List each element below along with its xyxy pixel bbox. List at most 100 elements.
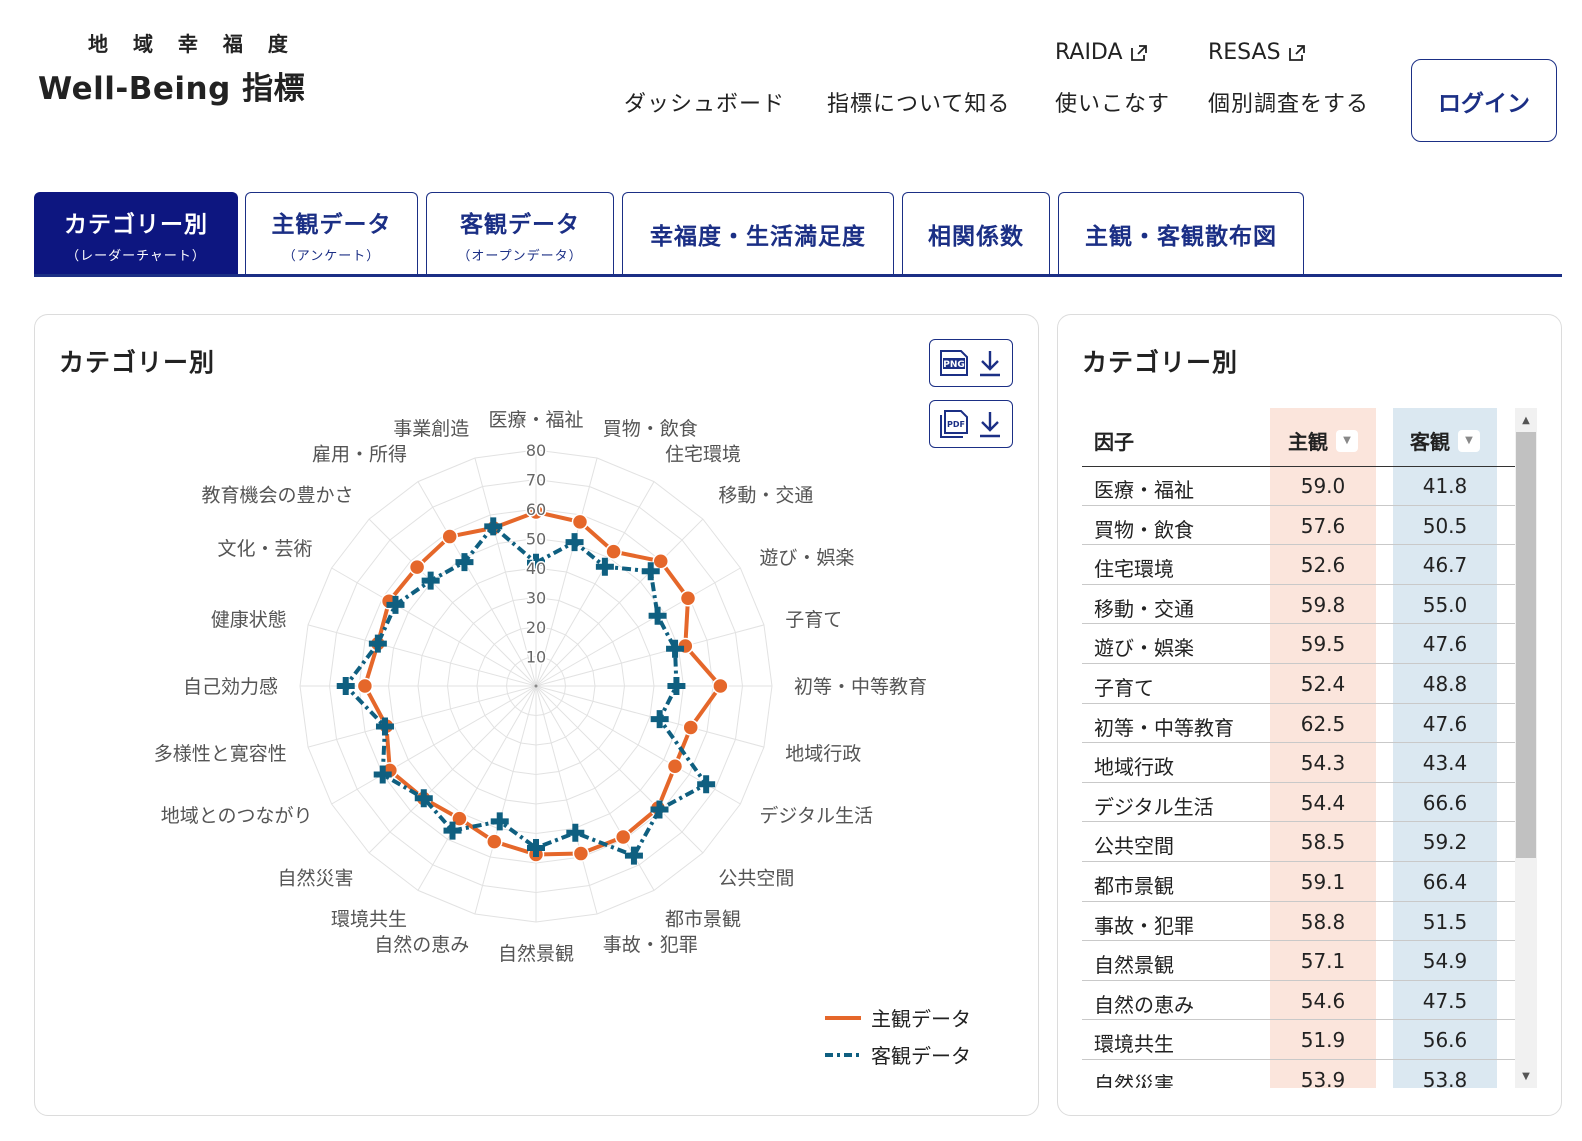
cell-objective: 55.0 (1422, 592, 1468, 617)
cell-factor: 住宅環境 (1094, 557, 1174, 582)
radial-tick-label: 40 (526, 559, 546, 578)
subjective-data-point (451, 810, 468, 827)
table-row: 住宅環境 52.6 46.7 (1082, 545, 1515, 585)
legend-item-subjective[interactable]: 主観データ (825, 1003, 971, 1032)
table-row: 事故・犯罪 58.8 51.5 (1082, 902, 1515, 942)
nav-usage[interactable]: 使いこなす (1055, 92, 1171, 117)
table-row: デジタル生活 54.4 66.6 (1082, 783, 1515, 823)
sort-icon[interactable]: ▼ (1336, 429, 1358, 452)
header-subjective-label: 主観 (1288, 430, 1328, 454)
nav-about-indicators[interactable]: 指標について知る (827, 92, 1011, 117)
radial-tick-label: 80 (526, 441, 546, 460)
header-subjective[interactable]: 主観 ▼ (1270, 426, 1376, 455)
table-row: 買物・飲食 57.6 50.5 (1082, 506, 1515, 546)
tab-correlation[interactable]: 相関係数 (902, 192, 1050, 275)
axis-label: 公共空間 (718, 867, 794, 889)
cell-subjective: 59.5 (1300, 632, 1346, 657)
raida-link[interactable]: RAIDA (1055, 40, 1149, 65)
cell-objective: 48.8 (1422, 672, 1468, 696)
cell-objective: 47.5 (1422, 988, 1468, 1013)
grid-spoke (307, 685, 537, 748)
table-row: 移動・交通 59.8 55.0 (1082, 585, 1515, 625)
objective-data-point (697, 775, 716, 794)
site-logo[interactable]: 地 域 幸 福 度 Well-Being 指標 (38, 28, 305, 108)
tab-label: 幸福度・生活満足度 (650, 224, 866, 250)
download-icon (980, 412, 1000, 438)
legend-label: 客観データ (871, 1044, 971, 1068)
objective-data-point (527, 553, 545, 572)
cell-factor: デジタル生活 (1094, 794, 1214, 819)
tab-subjective-data[interactable]: 主観データ （アンケート） (245, 192, 418, 275)
cell-subjective: 51.9 (1300, 1028, 1346, 1053)
header-objective[interactable]: 客観 ▼ (1393, 426, 1497, 455)
pdf-label: PDF (947, 420, 965, 429)
header-objective-label: 客観 (1410, 430, 1450, 454)
cell-objective: 54.9 (1422, 949, 1468, 974)
tab-scatter-plot[interactable]: 主観・客観散布図 (1058, 192, 1304, 275)
objective-data-point (490, 812, 509, 831)
cell-subjective: 58.8 (1300, 909, 1346, 934)
download-pdf-button[interactable]: PDF (929, 400, 1013, 448)
cell-factor: 都市景観 (1094, 874, 1174, 898)
download-png-button[interactable]: PNG (929, 339, 1013, 387)
cell-factor: 初等・中等教育 (1094, 715, 1234, 740)
grid-spoke (535, 624, 765, 687)
subjective-data-point (572, 845, 590, 862)
tab-happiness-satisfaction[interactable]: 幸福度・生活満足度 (622, 192, 894, 275)
grid-spoke (368, 685, 537, 854)
tab-objective-data[interactable]: 客観データ （オープンデータ） (426, 192, 614, 275)
objective-data-point (368, 634, 387, 653)
radial-tick-label: 70 (526, 471, 546, 490)
category-table[interactable]: 因子 主観 ▼ 客観 ▼ 医療・福祉 59.0 41.8 買物・飲食 57.6 50.5 住… (1082, 408, 1515, 1088)
grid-spoke (535, 481, 655, 687)
table-row: 都市景観 59.1 66.4 (1082, 862, 1515, 902)
login-button[interactable]: ログイン (1411, 59, 1557, 142)
png-file-icon: PNG (940, 350, 968, 376)
grid-spoke (307, 624, 537, 687)
subjective-data-point (679, 589, 697, 607)
cell-factor: 買物・飲食 (1094, 517, 1194, 542)
grid-spoke (535, 685, 704, 854)
axis-label: 多様性と寛容性 (154, 743, 287, 765)
nav-dashboard[interactable]: ダッシュボード (624, 92, 786, 117)
tab-label: 客観データ (460, 211, 580, 238)
radial-tick-label: 20 (526, 618, 546, 637)
legend-item-objective[interactable]: 客観データ (825, 1040, 971, 1069)
cell-factor: 自然の恵み (1094, 992, 1194, 1017)
table-row: 自然景観 57.1 54.9 (1082, 941, 1515, 981)
cell-factor: 医療・福祉 (1094, 478, 1194, 502)
pdf-file-icon: PDF (940, 410, 968, 438)
axis-label: 買物・飲食 (603, 418, 698, 440)
cell-objective: 50.5 (1422, 513, 1468, 538)
cell-factor: 自然災害 (1094, 1072, 1174, 1088)
cell-subjective: 54.3 (1300, 751, 1346, 776)
external-link-icon (1130, 44, 1147, 61)
tab-label: 相関係数 (928, 224, 1024, 250)
objective-data-point (443, 821, 462, 840)
cell-objective: 53.8 (1422, 1068, 1468, 1088)
resas-link[interactable]: RESAS (1208, 40, 1307, 65)
header-factor: 因子 (1094, 430, 1134, 454)
tab-category-radar[interactable]: カテゴリー別 （レーダーチャート） (34, 192, 238, 275)
table-row: 環境共生 51.9 56.6 (1082, 1020, 1515, 1060)
nav-custom-survey[interactable]: 個別調査をする (1208, 92, 1370, 117)
objective-data-point (650, 710, 669, 729)
grid-spoke (535, 457, 598, 687)
radial-tick-label: 10 (526, 648, 546, 667)
tab-sublabel: （アンケート） (282, 248, 381, 264)
external-link-icon (1288, 44, 1305, 61)
resas-link-label: RESAS (1208, 40, 1281, 65)
axis-label: 子育て (785, 609, 842, 631)
sort-icon[interactable]: ▼ (1458, 429, 1480, 452)
cell-factor: 移動・交通 (1094, 596, 1194, 621)
scroll-down-arrow-icon[interactable]: ▼ (1522, 1070, 1530, 1082)
cell-objective: 66.6 (1422, 790, 1468, 815)
axis-label: 地域行政 (785, 743, 861, 765)
scrollbar-thumb[interactable] (1516, 432, 1536, 858)
axis-label: 事故・犯罪 (603, 934, 698, 956)
table-row: 初等・中等教育 62.5 47.6 (1082, 704, 1515, 744)
cell-subjective: 52.4 (1300, 672, 1346, 696)
scroll-up-arrow-icon[interactable]: ▲ (1522, 414, 1530, 426)
tab-underline (34, 274, 1562, 277)
objective-data-point (484, 517, 503, 536)
